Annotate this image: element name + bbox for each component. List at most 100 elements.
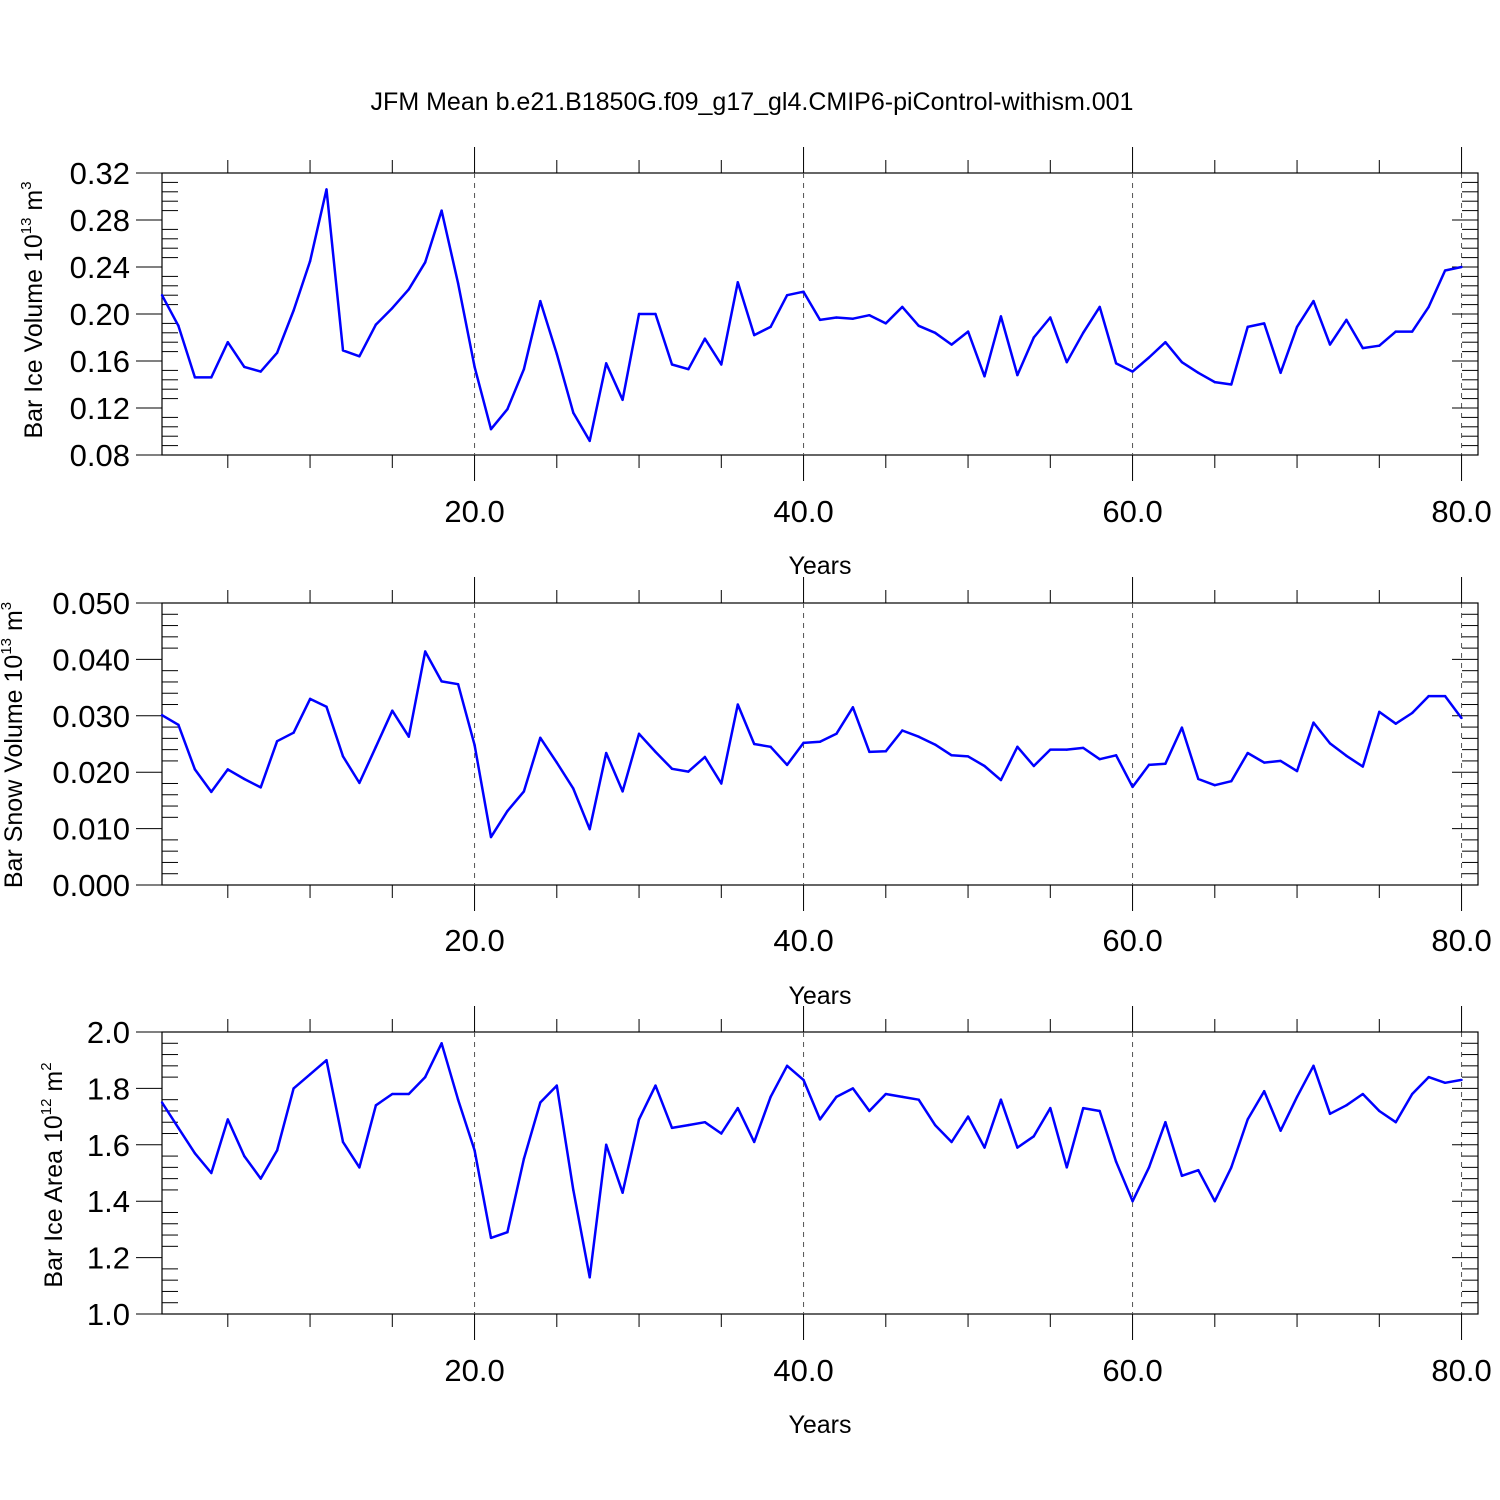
data-point xyxy=(1114,1160,1118,1163)
data-point xyxy=(1312,299,1315,303)
data-point xyxy=(1065,1166,1068,1169)
data-point xyxy=(802,741,805,745)
data-point xyxy=(522,1157,526,1161)
x-tick-label: 80.0 xyxy=(1431,1353,1491,1388)
data-point xyxy=(1295,1095,1299,1099)
data-point xyxy=(1328,1112,1332,1115)
y-axis-label-text: Bar Ice Volume 10 xyxy=(20,234,48,438)
data-point xyxy=(687,368,690,371)
data-point xyxy=(572,411,575,414)
data-point xyxy=(489,427,493,431)
data-point xyxy=(950,754,953,757)
data-point xyxy=(1279,371,1282,374)
data-point xyxy=(1361,765,1365,768)
data-point xyxy=(1114,362,1118,365)
data-point xyxy=(983,375,986,378)
data-point xyxy=(1246,1118,1249,1121)
data-point xyxy=(1065,748,1068,751)
data-point xyxy=(292,731,295,734)
data-point xyxy=(391,1092,394,1096)
data-point xyxy=(456,683,460,686)
data-point xyxy=(884,322,887,325)
y-axis-label: Bar Ice Volume 1013 m3 xyxy=(18,181,48,438)
data-point xyxy=(1427,1075,1430,1079)
data-point xyxy=(1262,1090,1266,1093)
data-point xyxy=(325,705,328,708)
data-point xyxy=(1460,716,1463,720)
data-point xyxy=(818,1118,822,1121)
data-point xyxy=(506,809,509,813)
data-point xyxy=(588,439,591,443)
y-axis-label-unit: m xyxy=(20,190,48,218)
data-point xyxy=(539,1101,542,1104)
data-point xyxy=(835,732,838,736)
data-point xyxy=(1345,318,1348,322)
data-point xyxy=(210,376,213,379)
data-point xyxy=(210,790,213,794)
data-point xyxy=(473,1149,476,1152)
data-point xyxy=(1246,751,1249,755)
data-point xyxy=(1443,269,1447,272)
chart-title: JFM Mean b.e21.B1850G.f09_g17_gl4.CMIP6-… xyxy=(371,88,1134,116)
data-point xyxy=(835,316,838,319)
data-point xyxy=(555,1084,558,1087)
data-point xyxy=(193,768,197,771)
y-axis-label-unit: m xyxy=(40,1071,68,1099)
data-point xyxy=(177,324,180,327)
data-point xyxy=(621,1191,624,1194)
data-point xyxy=(259,370,262,373)
data-point xyxy=(407,288,410,291)
data-point xyxy=(1394,722,1397,725)
data-point xyxy=(325,188,328,191)
data-point xyxy=(1213,380,1217,384)
data-point xyxy=(1295,769,1299,773)
data-point xyxy=(1180,1174,1184,1178)
data-point xyxy=(1345,1104,1348,1107)
data-point xyxy=(473,743,476,747)
data-point xyxy=(1378,1109,1381,1113)
data-point xyxy=(901,729,904,732)
x-tick-label: 40.0 xyxy=(773,1353,833,1388)
data-point xyxy=(670,1126,674,1130)
data-point xyxy=(424,261,427,264)
data-point xyxy=(572,1188,575,1192)
data-point xyxy=(703,755,707,759)
y-axis-label-exponent: 13 xyxy=(0,638,15,655)
y-tick-label: 0.16 xyxy=(70,344,130,379)
data-point xyxy=(703,337,707,340)
data-point xyxy=(1427,305,1430,309)
data-point xyxy=(983,1146,986,1149)
data-point xyxy=(358,781,361,785)
x-tick-label: 60.0 xyxy=(1102,1353,1162,1388)
data-point xyxy=(1016,1146,1019,1149)
y-tick-label: 0.20 xyxy=(70,297,130,332)
data-point xyxy=(785,763,789,767)
data-point xyxy=(555,761,558,764)
x-tick-label: 60.0 xyxy=(1102,923,1162,958)
data-point xyxy=(440,1042,443,1045)
data-point xyxy=(1443,1081,1447,1084)
panels: 20.0 40.0 60.0 80.0 Years 0.08 0.12 0.16 0.20 0.2… xyxy=(0,147,1492,1439)
x-tick-label: 60.0 xyxy=(1102,494,1162,529)
data-point xyxy=(1213,783,1217,787)
data-point xyxy=(275,1149,279,1152)
x-tick-label: 40.0 xyxy=(773,494,833,529)
data-point xyxy=(1279,759,1282,763)
data-point xyxy=(999,778,1003,782)
y-tick-label: 0.24 xyxy=(70,250,130,285)
data-point xyxy=(1345,754,1348,758)
panel-2: 20.0 40.0 60.0 80.0 Years 0.000 0.010 0.020 0.03… xyxy=(0,577,1492,1010)
data-point xyxy=(1098,758,1101,761)
plot-frame xyxy=(161,1031,1479,1315)
y-axis-label-text: Bar Ice Area 10 xyxy=(40,1115,68,1287)
data-point xyxy=(868,750,871,754)
data-point xyxy=(851,706,855,709)
y-tick-label: 1.0 xyxy=(87,1297,130,1332)
data-point xyxy=(1082,746,1085,750)
y-tick-label: 0.050 xyxy=(52,586,130,621)
data-point xyxy=(901,1095,904,1099)
y-axis-label: Bar Ice Area 1012 m2 xyxy=(38,1062,68,1287)
data-point xyxy=(243,365,246,369)
data-point xyxy=(243,777,246,781)
y-tick-label: 0.08 xyxy=(70,438,130,473)
